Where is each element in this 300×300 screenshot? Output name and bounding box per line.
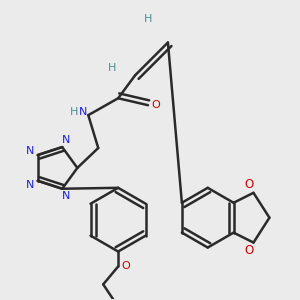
Text: H: H [108, 63, 116, 74]
Text: N: N [79, 107, 88, 117]
Text: H: H [144, 14, 152, 24]
Text: N: N [26, 180, 34, 190]
Text: O: O [152, 100, 160, 110]
Text: O: O [244, 178, 253, 191]
Text: O: O [122, 262, 130, 272]
Text: N: N [26, 146, 34, 156]
Text: N: N [62, 191, 70, 201]
Text: O: O [244, 244, 253, 257]
Text: H: H [70, 107, 79, 117]
Text: N: N [62, 135, 70, 145]
